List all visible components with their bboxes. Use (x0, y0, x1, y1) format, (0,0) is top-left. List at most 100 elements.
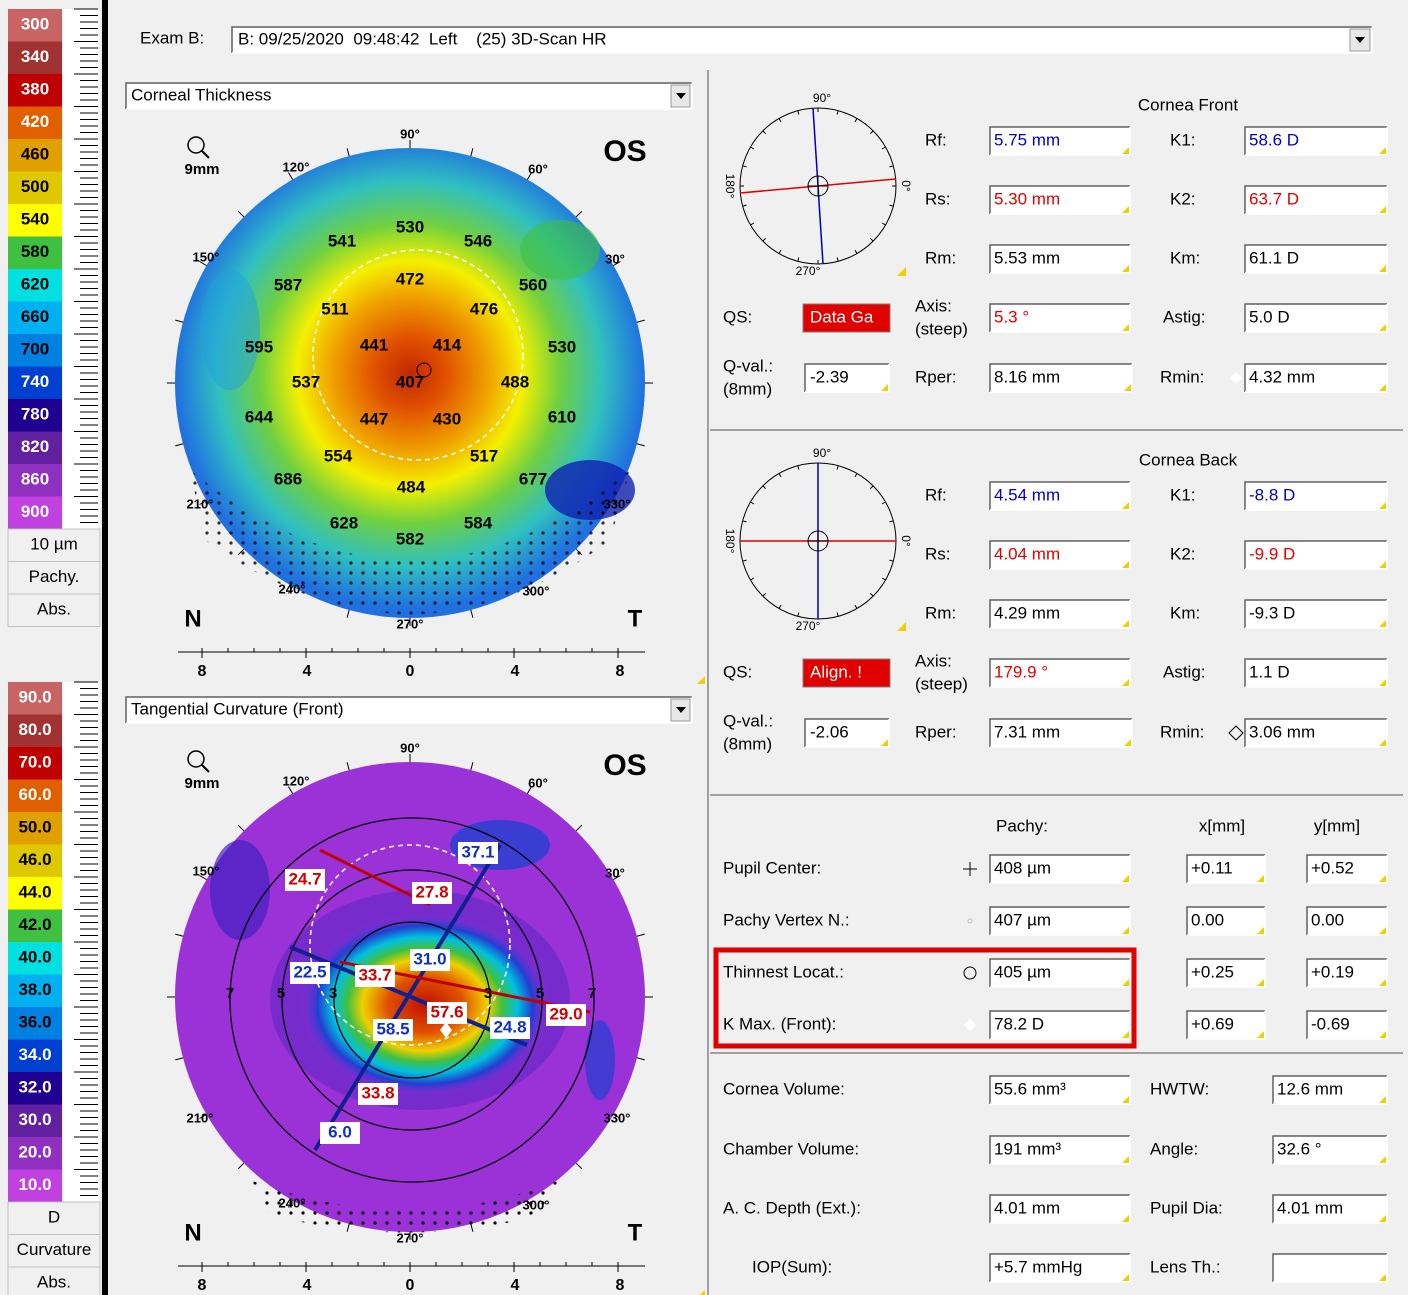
row-label: Angle: (1150, 1139, 1198, 1158)
scale-ruler (63, 107, 99, 140)
field-value: 179.9 ° (994, 662, 1048, 681)
qs-value: Align. ! (810, 662, 862, 681)
map-blob (520, 220, 600, 280)
field-value: 61.1 D (1249, 248, 1299, 267)
scale-label: 60.0 (18, 785, 51, 804)
cell-value: 12.6 mm (1277, 1079, 1343, 1098)
angle-label: 210° (187, 1110, 214, 1125)
scale-label: 580 (21, 242, 49, 261)
widget-tick (763, 238, 766, 241)
angle-label: 90° (400, 740, 420, 755)
scale-label: 20.0 (18, 1142, 51, 1161)
map-value: 511 (321, 299, 348, 318)
field-label: (8mm) (723, 734, 772, 753)
angle-label: 150° (193, 863, 220, 878)
angle-label: 60° (528, 775, 548, 790)
angle-label: 30° (605, 251, 625, 266)
angle-label: 270° (397, 616, 424, 631)
map-value: 582 (396, 529, 424, 548)
corner-mark (897, 622, 906, 631)
widget-tick (743, 560, 747, 561)
field-value: 5.53 mm (994, 248, 1060, 267)
field-label: Rf: (925, 130, 947, 149)
widget-tick (798, 466, 799, 470)
widget-angle: 180° (723, 529, 737, 554)
map-value: 530 (548, 337, 576, 356)
map-value: 472 (396, 269, 424, 288)
scale-label: 36.0 (18, 1012, 51, 1031)
scale-ruler (63, 432, 99, 465)
row-label: Thinnest Locat.: (723, 962, 844, 981)
field-label: K2: (1170, 544, 1196, 563)
map-value: 447 (360, 409, 388, 428)
scale-label: 30.0 (18, 1110, 51, 1129)
side-label: N (184, 1219, 201, 1246)
zoom-icon (202, 151, 209, 158)
scale-label: 10.0 (18, 1175, 51, 1194)
scale-label: 780 (21, 404, 49, 423)
cell-value: 55.6 mm³ (994, 1079, 1066, 1098)
corner-mark (897, 267, 906, 276)
scale-caption: Abs. (37, 599, 71, 618)
row-label: IOP(Sum): (752, 1257, 832, 1276)
zoom-label: 9mm (184, 775, 219, 792)
cell-value: 191 mm³ (994, 1139, 1061, 1158)
map-value: 430 (433, 409, 461, 428)
ring-label: 5 (536, 985, 544, 1002)
column-header: y[mm] (1314, 816, 1360, 835)
scale-label: 460 (21, 144, 49, 163)
scale-label: 90.0 (18, 687, 51, 706)
cell-value: 408 µm (994, 858, 1051, 877)
scale-label: 700 (21, 339, 49, 358)
widget-tick (882, 578, 885, 580)
scale-label: 80.0 (18, 720, 51, 739)
scale-caption: D (48, 1207, 60, 1226)
rmin-marker (1229, 726, 1243, 740)
ruler-label: 8 (198, 663, 207, 680)
ring-label: 3 (484, 985, 492, 1002)
field-value: -8.8 D (1249, 485, 1295, 504)
map-value: 33.8 (361, 1083, 394, 1102)
widget-tick (743, 166, 747, 167)
row-label: Cornea Volume: (723, 1079, 845, 1098)
eye-label: OS (603, 749, 646, 782)
scale-label: 420 (21, 112, 49, 131)
cell-value: +0.19 (1311, 962, 1354, 981)
map-value: 484 (397, 477, 426, 496)
widget-tick (889, 205, 893, 206)
side-label: N (184, 605, 201, 632)
widget-tick (779, 605, 781, 608)
cell-value: 32.6 ° (1277, 1139, 1322, 1158)
ring-label: 7 (588, 985, 596, 1002)
scale-label: 300 (21, 14, 49, 33)
map-value: 517 (470, 446, 498, 465)
field-label: Rper: (915, 722, 957, 741)
angle-label: 330° (604, 1110, 631, 1125)
widget-angle: 90° (813, 446, 831, 460)
widget-tick (837, 612, 838, 616)
scale-ruler (63, 139, 99, 172)
scale-label: 50.0 (18, 817, 51, 836)
widget-angle: 0° (899, 535, 913, 547)
scale-ruler (63, 497, 99, 530)
widget-tick (798, 257, 799, 261)
page: 3003403804204605005405806206607007407808… (0, 0, 1408, 1295)
scale-ruler (63, 877, 99, 910)
field-value: 1.1 D (1249, 662, 1290, 681)
scale-ruler (63, 682, 99, 715)
scale-label: 540 (21, 209, 49, 228)
field-value: -9.3 D (1249, 603, 1295, 622)
ruler-label: 4 (511, 1277, 520, 1294)
cell-value: +0.69 (1191, 1014, 1234, 1033)
scale-ruler (63, 172, 99, 205)
widget-tick (889, 166, 893, 167)
map-value: 587 (274, 275, 302, 294)
widget-angle: 270° (796, 619, 821, 633)
map-blob (210, 840, 270, 940)
map-value: 686 (274, 469, 302, 488)
angle-label: 90° (400, 126, 420, 141)
scale-ruler (63, 780, 99, 813)
widget-tick (855, 118, 857, 121)
widget-tick (763, 131, 766, 134)
ruler-label: 4 (303, 1277, 312, 1294)
